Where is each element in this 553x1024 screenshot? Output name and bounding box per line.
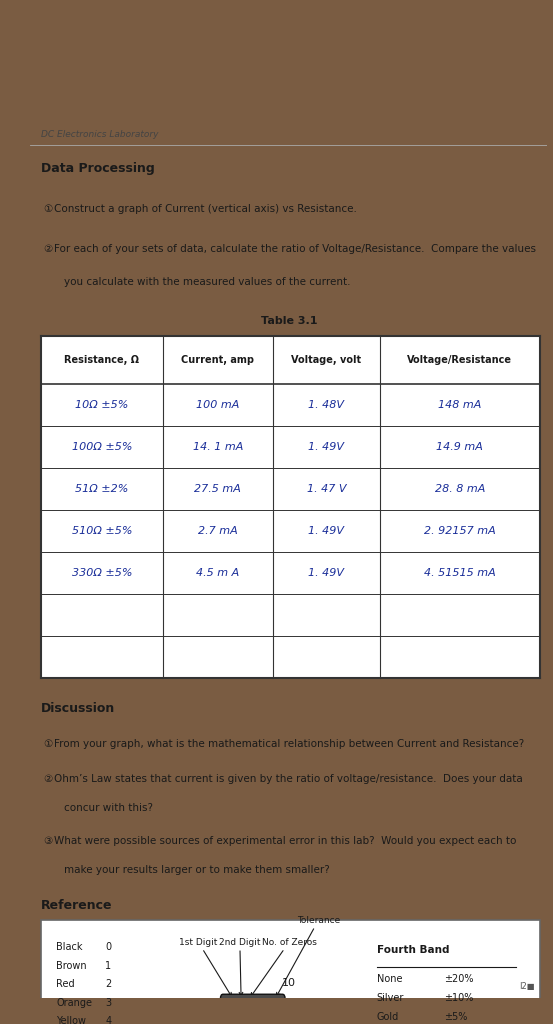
Text: Discussion: Discussion [41, 702, 115, 716]
Text: ②: ② [43, 774, 53, 784]
Text: ±10%: ±10% [444, 993, 473, 1004]
Text: ±20%: ±20% [444, 974, 473, 984]
Text: ①: ① [43, 205, 53, 214]
Text: From your graph, what is the mathematical relationship between Current and Resis: From your graph, what is the mathematica… [54, 739, 524, 750]
Text: Fourth Band: Fourth Band [377, 945, 450, 955]
Text: Construct a graph of Current (vertical axis) vs Resistance.: Construct a graph of Current (vertical a… [54, 205, 357, 214]
Text: ±5%: ±5% [444, 1013, 467, 1022]
Bar [247, 998, 253, 1024]
Text: Gold: Gold [377, 1013, 399, 1022]
Text: ②: ② [43, 244, 53, 254]
Text: 2.7 mA: 2.7 mA [198, 526, 238, 536]
Bar [41, 336, 540, 678]
Text: ③: ③ [43, 837, 53, 847]
Bar [268, 998, 283, 1024]
Text: What were possible sources of experimental error in this lab?  Would you expect : What were possible sources of experiment… [54, 837, 516, 847]
Text: 510Ω ±5%: 510Ω ±5% [72, 526, 132, 536]
Text: Red: Red [56, 979, 75, 989]
Text: 51Ω ±2%: 51Ω ±2% [75, 484, 128, 494]
Text: Orange: Orange [56, 997, 92, 1008]
Text: For each of your sets of data, calculate the ratio of Voltage/Resistance.  Compa: For each of your sets of data, calculate… [54, 244, 536, 254]
Text: 2: 2 [106, 979, 112, 989]
Text: Yellow: Yellow [56, 1016, 86, 1024]
Text: 1st Digit: 1st Digit [179, 938, 232, 996]
Bar [230, 998, 236, 1024]
Text: None: None [377, 974, 403, 984]
Text: you calculate with the measured values of the current.: you calculate with the measured values o… [64, 276, 351, 287]
Text: Tolerance: Tolerance [276, 915, 340, 996]
Text: Data Processing: Data Processing [41, 162, 154, 175]
Text: Ohm’s Law states that current is given by the ratio of voltage/resistance.  Does: Ohm’s Law states that current is given b… [54, 774, 523, 784]
Text: 1. 47 V: 1. 47 V [307, 484, 346, 494]
Text: Resistance, Ω: Resistance, Ω [64, 354, 139, 365]
Text: 2nd Digit: 2nd Digit [219, 938, 260, 996]
Text: Table 3.1: Table 3.1 [260, 316, 317, 327]
Text: 28. 8 mA: 28. 8 mA [435, 484, 485, 494]
Text: ①: ① [43, 739, 53, 750]
Text: 2. 92157 mA: 2. 92157 mA [424, 526, 495, 536]
Text: 10Ω ±5%: 10Ω ±5% [75, 399, 128, 410]
Text: 14.9 mA: 14.9 mA [436, 441, 483, 452]
Text: 100 mA: 100 mA [196, 399, 239, 410]
Text: make your results larger or to make them smaller?: make your results larger or to make them… [64, 865, 330, 876]
Text: 0: 0 [106, 942, 112, 952]
Text: No. of Zeros: No. of Zeros [251, 938, 316, 996]
Text: 4: 4 [106, 1016, 112, 1024]
Text: 4.5 m A: 4.5 m A [196, 568, 239, 578]
Text: 100Ω ±5%: 100Ω ±5% [72, 441, 132, 452]
Text: Voltage/Resistance: Voltage/Resistance [408, 354, 513, 365]
Text: Reference: Reference [41, 899, 112, 911]
Text: 4. 51515 mA: 4. 51515 mA [424, 568, 495, 578]
FancyBboxPatch shape [221, 994, 285, 1024]
Text: 3: 3 [106, 997, 112, 1008]
Text: 27.5 mA: 27.5 mA [195, 484, 241, 494]
Text: 330Ω ±5%: 330Ω ±5% [72, 568, 132, 578]
Text: 1: 1 [106, 961, 112, 971]
Text: Brown: Brown [56, 961, 87, 971]
Text: Black: Black [56, 942, 83, 952]
Text: 1. 48V: 1. 48V [309, 399, 345, 410]
Text: concur with this?: concur with this? [64, 803, 153, 813]
Text: 1. 49V: 1. 49V [309, 441, 345, 452]
Bar [41, 921, 540, 1024]
Text: 1. 49V: 1. 49V [309, 526, 345, 536]
Text: Current, amp: Current, amp [181, 354, 254, 365]
Text: DC Electronics Laboratory: DC Electronics Laboratory [41, 130, 158, 138]
Text: Voltage, volt: Voltage, volt [291, 354, 362, 365]
Text: 1. 49V: 1. 49V [309, 568, 345, 578]
Text: Silver: Silver [377, 993, 404, 1004]
Bar [238, 998, 244, 1024]
Text: I2■: I2■ [519, 982, 535, 991]
Text: 14. 1 mA: 14. 1 mA [192, 441, 243, 452]
Text: 148 mA: 148 mA [438, 399, 482, 410]
Text: 10: 10 [282, 978, 296, 988]
